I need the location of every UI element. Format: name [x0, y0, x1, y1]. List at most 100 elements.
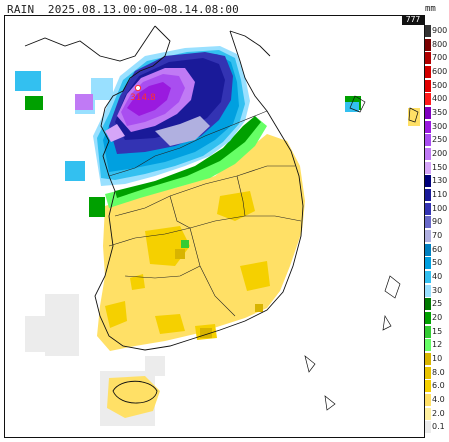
legend-label: 110	[432, 190, 448, 199]
color-legend: 900 800 700 600 500 400 350 300 250 200 150 130 110 1…	[425, 25, 449, 435]
coastline	[24, 25, 304, 404]
legend-swatch	[425, 134, 431, 147]
legend-label: 15	[432, 326, 443, 336]
rain-band-green	[25, 96, 361, 248]
legend-row: 30	[425, 284, 449, 297]
legend-swatch	[425, 25, 431, 37]
legend-label: 40	[432, 272, 443, 281]
map-panel: 314.8	[4, 15, 425, 438]
legend-row: 70	[425, 230, 449, 242]
legend-label: 600	[432, 67, 448, 76]
legend-swatch	[425, 243, 431, 256]
legend-row: 2.0	[425, 407, 449, 420]
legend-swatch	[425, 407, 431, 420]
legend-row: 500	[425, 79, 449, 92]
legend-swatch	[425, 421, 431, 434]
legend-swatch	[425, 120, 431, 133]
legend-row: 20	[425, 312, 449, 324]
legend-row: 250	[425, 134, 449, 147]
legend-label: 0.1	[432, 422, 445, 432]
legend-row: 8.0	[425, 366, 449, 379]
legend-row: 150	[425, 161, 449, 174]
legend-row: 10	[425, 353, 449, 365]
legend-label: 150	[432, 162, 448, 172]
legend-swatch	[425, 175, 431, 188]
legend-swatch	[425, 216, 431, 229]
legend-swatch	[425, 38, 431, 51]
legend-swatch	[425, 79, 431, 92]
legend-label: 700	[432, 53, 448, 63]
legend-row: 130	[425, 175, 449, 188]
islands	[304, 95, 419, 411]
legend-swatch	[425, 189, 431, 201]
legend-label: 20	[432, 313, 443, 322]
legend-label: 6.0	[432, 381, 445, 391]
legend-swatch	[425, 66, 431, 78]
legend-label: 2.0	[432, 408, 445, 418]
legend-row: 0.1	[425, 421, 449, 434]
legend-label: 200	[432, 149, 448, 158]
legend-swatch	[425, 394, 431, 406]
legend-row: 4.0	[425, 394, 449, 406]
legend-label: 250	[432, 135, 448, 145]
legend-label: 350	[432, 108, 448, 117]
legend-label: 100	[432, 203, 448, 213]
legend-label: 50	[432, 258, 443, 268]
legend-row: 60	[425, 243, 449, 256]
legend-label: 12	[432, 340, 443, 350]
legend-row: 15	[425, 325, 449, 338]
legend-label: 300	[432, 121, 448, 131]
max-value-badge: 777	[402, 15, 424, 25]
legend-swatch	[425, 298, 431, 311]
legend-label: 10	[432, 354, 443, 363]
province-borders	[108, 110, 302, 317]
legend-swatch	[425, 161, 431, 174]
legend-label: 500	[432, 80, 448, 90]
legend-row: 600	[425, 66, 449, 78]
legend-row: 50	[425, 257, 449, 270]
legend-swatch	[425, 380, 431, 393]
legend-row: 200	[425, 148, 449, 160]
legend-swatch	[425, 284, 431, 297]
legend-label: 900	[432, 26, 448, 35]
legend-unit: mm	[425, 4, 436, 14]
legend-label: 60	[432, 244, 443, 254]
legend-label: 8.0	[432, 367, 445, 377]
legend-label: 30	[432, 285, 443, 295]
legend-swatch	[425, 353, 431, 365]
legend-label: 90	[432, 217, 443, 227]
rain-band-eight	[175, 249, 263, 338]
legend-label: 130	[432, 176, 448, 186]
legend-swatch	[425, 257, 431, 270]
legend-row: 12	[425, 339, 449, 352]
legend-label: 400	[432, 94, 448, 104]
legend-swatch	[425, 339, 431, 352]
legend-swatch	[425, 271, 431, 283]
legend-swatch	[425, 202, 431, 215]
legend-row: 25	[425, 298, 449, 311]
legend-label: 25	[432, 299, 443, 309]
legend-row: 40	[425, 271, 449, 283]
legend-row: 400	[425, 93, 449, 106]
map-title: RAIN 2025.08.13.00:00~08.14.08:00	[7, 3, 239, 16]
legend-swatch	[425, 325, 431, 338]
legend-swatch	[425, 230, 431, 242]
legend-label: 800	[432, 39, 448, 49]
legend-swatch	[425, 366, 431, 379]
legend-label: 4.0	[432, 395, 445, 404]
rain-band-heavy	[75, 52, 233, 154]
station-label: 314.8	[130, 93, 156, 103]
legend-swatch	[425, 52, 431, 65]
legend-swatch	[425, 312, 431, 324]
legend-swatch	[425, 93, 431, 106]
legend-row: 350	[425, 107, 449, 119]
legend-row: 90	[425, 216, 449, 229]
legend-row: 300	[425, 120, 449, 133]
legend-row: 110	[425, 189, 449, 201]
legend-row: 100	[425, 202, 449, 215]
legend-swatch	[425, 148, 431, 160]
legend-row: 6.0	[425, 380, 449, 393]
precipitation-map: 314.8	[15, 25, 420, 426]
legend-swatch	[425, 107, 431, 119]
